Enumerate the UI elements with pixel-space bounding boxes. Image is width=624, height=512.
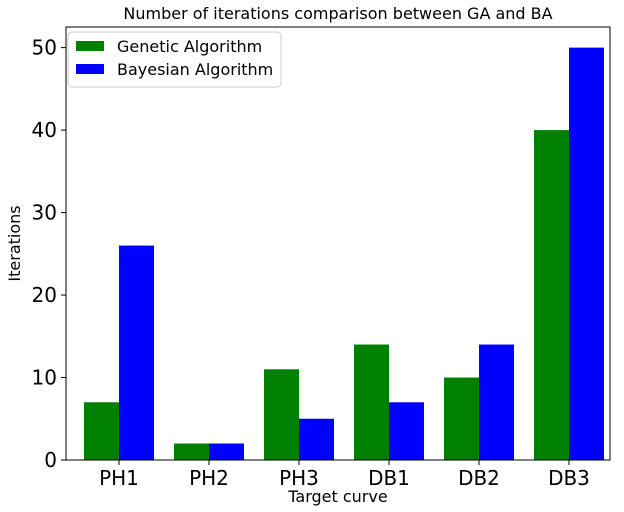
y-tick-label: 20 bbox=[32, 283, 57, 307]
bar-genetic-algorithm-ph3 bbox=[264, 369, 299, 460]
chart-title: Number of iterations comparison between … bbox=[123, 4, 552, 23]
bar-bayesian-algorithm-ph3 bbox=[299, 418, 334, 460]
bar-bayesian-algorithm-db3 bbox=[569, 47, 604, 460]
x-axis-label: Target curve bbox=[287, 487, 387, 506]
bar-genetic-algorithm-ph2 bbox=[174, 443, 209, 460]
legend-label-bayesian-algorithm: Bayesian Algorithm bbox=[117, 60, 273, 79]
bar-bayesian-algorithm-ph2 bbox=[209, 443, 244, 460]
legend-swatch-genetic-algorithm bbox=[76, 41, 104, 51]
bar-bayesian-algorithm-ph1 bbox=[119, 245, 154, 460]
y-axis: 0 10 20 30 40 50 bbox=[32, 36, 66, 472]
bar-bayesian-algorithm-db2 bbox=[479, 344, 514, 460]
y-tick-label: 40 bbox=[32, 118, 57, 142]
legend-label-genetic-algorithm: Genetic Algorithm bbox=[117, 37, 262, 56]
legend-box bbox=[67, 31, 282, 88]
x-tick-label-db1: DB1 bbox=[368, 466, 410, 490]
x-tick-label-ph1: PH1 bbox=[99, 466, 139, 490]
bar-bayesian-algorithm-db1 bbox=[389, 402, 424, 460]
plot-frame bbox=[65, 26, 611, 461]
y-tick-label: 0 bbox=[44, 448, 57, 472]
legend-swatch-bayesian-algorithm bbox=[76, 64, 104, 74]
x-tick-label-ph3: PH3 bbox=[279, 466, 319, 490]
bars-group bbox=[84, 47, 604, 460]
y-tick-label: 50 bbox=[32, 36, 57, 60]
bar-genetic-algorithm-ph1 bbox=[84, 402, 119, 460]
x-tick-label-db2: DB2 bbox=[458, 466, 500, 490]
bar-genetic-algorithm-db2 bbox=[444, 377, 479, 460]
y-tick-label: 10 bbox=[32, 366, 57, 390]
legend: Genetic Algorithm Bayesian Algorithm bbox=[67, 31, 282, 88]
x-tick-label-db3: DB3 bbox=[548, 466, 590, 490]
bar-genetic-algorithm-db3 bbox=[534, 130, 569, 460]
y-tick-label: 30 bbox=[32, 201, 57, 225]
bar-genetic-algorithm-db1 bbox=[354, 344, 389, 460]
x-axis: PH1 PH2 PH3 DB1 DB2 DB3 bbox=[99, 460, 590, 490]
x-tick-label-ph2: PH2 bbox=[189, 466, 229, 490]
y-axis-label: Iterations bbox=[5, 205, 24, 281]
